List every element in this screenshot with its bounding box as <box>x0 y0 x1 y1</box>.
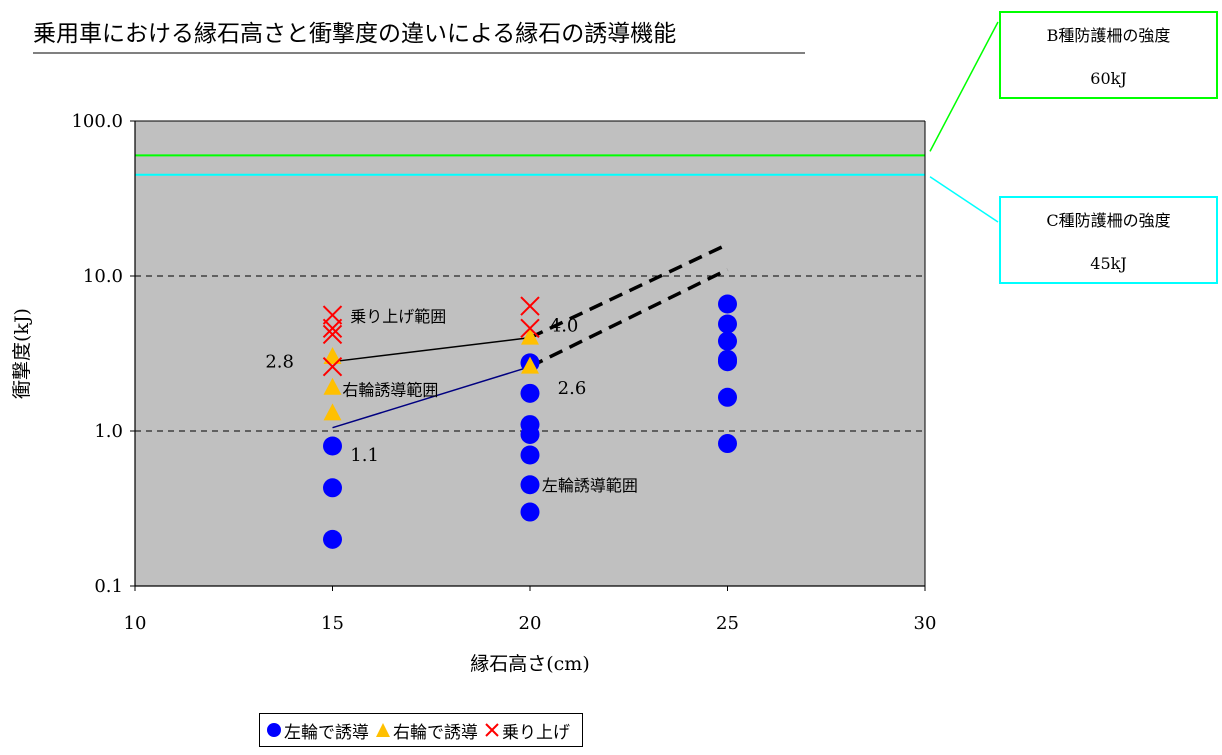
legend-label: 乗り上げ <box>502 722 570 743</box>
data-point-left-wheel <box>323 436 342 456</box>
callout-leader <box>929 21 999 152</box>
data-point-left-wheel <box>520 445 540 465</box>
x-marker-icon <box>485 723 499 737</box>
legend-item-right: 右輪で誘導 <box>375 718 478 743</box>
data-point-rollover <box>520 296 540 316</box>
y-tick-label: 1.0 <box>94 421 123 442</box>
data-point-left-wheel <box>718 294 737 314</box>
data-point-left-wheel <box>718 387 737 407</box>
x-tick-label: 20 <box>519 613 542 634</box>
annotation: 右輪誘導範囲 <box>342 381 438 400</box>
x-tick-label: 10 <box>124 613 147 634</box>
data-point-left-wheel <box>323 478 342 498</box>
data-point-left-wheel <box>718 349 737 369</box>
data-point-right-wheel <box>323 377 342 395</box>
data-point-rollover <box>322 356 343 377</box>
x-tick-label: 30 <box>914 613 937 634</box>
data-point-left-wheel <box>718 314 737 334</box>
data-point-rollover <box>520 318 540 338</box>
callout-value: 45kJ <box>1090 254 1126 273</box>
y-tick-label: 10.0 <box>83 266 123 287</box>
legend: 左輪で誘導 右輪で誘導 乗り上げ <box>259 713 583 747</box>
data-point-left-wheel <box>520 502 540 522</box>
annotation: 4.0 <box>550 315 579 336</box>
callout-box <box>999 11 1218 99</box>
callout-leader <box>929 176 999 223</box>
y-tick-label: 0.1 <box>94 576 123 597</box>
y-axis-label: 衝撃度(kJ) <box>11 308 33 399</box>
trend-line <box>332 365 531 429</box>
data-point-right-wheel <box>323 403 342 421</box>
data-point-left-wheel <box>520 415 540 435</box>
annotation: 1.1 <box>350 445 379 466</box>
x-axis-label: 縁石高さ(cm) <box>470 653 589 675</box>
data-point-rollover <box>322 324 343 345</box>
data-point-rollover <box>322 305 343 325</box>
chart-title: 乗用車における縁石高さと衝撃度の違いによる縁石の誘導機能 <box>33 21 676 47</box>
x-tick-label: 25 <box>716 613 739 634</box>
x-tick-label: 15 <box>321 613 344 634</box>
callout-box <box>999 196 1218 284</box>
annotation: 2.8 <box>265 352 294 373</box>
data-point-left-wheel <box>718 434 737 454</box>
y-tick-label: 100.0 <box>71 111 123 132</box>
data-point-right-wheel <box>521 356 539 374</box>
annotation: 乗り上げ範囲 <box>350 307 446 326</box>
legend-label: 左輪で誘導 <box>284 722 369 743</box>
data-point-left-wheel <box>520 475 540 495</box>
trend-extension-line <box>529 268 729 369</box>
callout-value: 60kJ <box>1090 69 1126 88</box>
circle-marker-icon <box>267 723 281 737</box>
data-point-left-wheel <box>718 331 737 351</box>
callout-title: C種防護柵の強度 <box>1046 211 1170 230</box>
legend-item-left: 左輪で誘導 <box>266 718 369 743</box>
callout-title: B種防護柵の強度 <box>1047 26 1171 45</box>
data-point-left-wheel <box>323 529 342 549</box>
legend-label: 右輪で誘導 <box>393 722 478 743</box>
triangle-marker-icon <box>376 723 390 737</box>
legend-item-rollover: 乗り上げ <box>484 718 570 743</box>
data-point-right-wheel <box>323 347 342 365</box>
trend-extension-line <box>529 242 729 340</box>
data-point-right-wheel <box>521 327 539 345</box>
annotation: 2.6 <box>558 378 587 399</box>
trend-line <box>332 336 531 363</box>
annotation: 左輪誘導範囲 <box>542 476 638 495</box>
data-point-left-wheel <box>520 383 540 403</box>
